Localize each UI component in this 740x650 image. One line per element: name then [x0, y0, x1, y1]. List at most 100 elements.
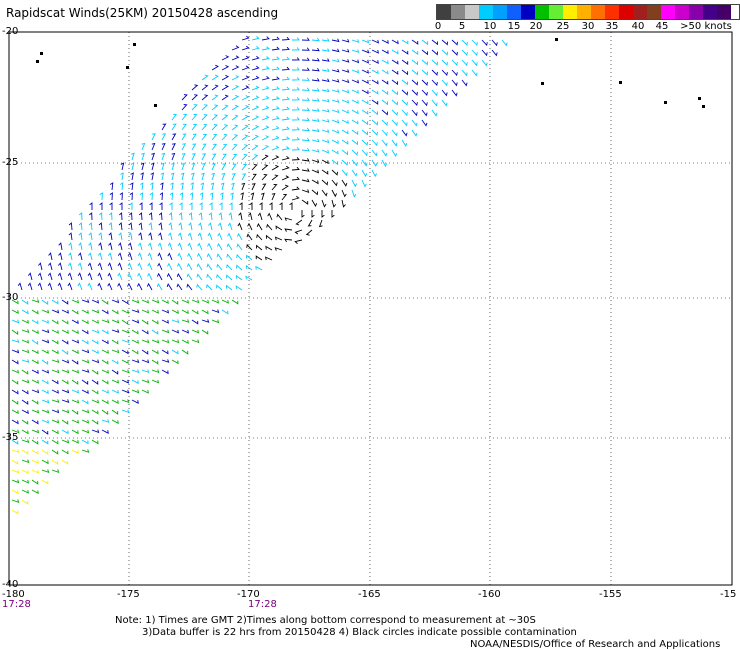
wind-barb [271, 76, 280, 81]
wind-barb [284, 238, 293, 243]
wind-barb [251, 154, 259, 161]
wind-barb [361, 119, 369, 126]
wind-barb [291, 67, 300, 71]
wind-barb [321, 159, 329, 165]
wind-barb [101, 349, 109, 354]
wind-barb [461, 39, 468, 46]
legend-swatch [591, 5, 605, 19]
wind-barb [179, 202, 183, 210]
wind-barb [231, 65, 240, 71]
wind-barb [221, 104, 229, 111]
wind-barb [271, 125, 280, 131]
wind-barb [351, 119, 359, 125]
wind-barb [321, 78, 330, 83]
wind-barb [78, 222, 83, 231]
wind-barb [311, 108, 320, 112]
wind-barb [231, 104, 239, 111]
wind-barb [361, 159, 368, 167]
wind-barb [221, 65, 230, 71]
wind-barb [371, 109, 379, 116]
wind-barb [331, 38, 340, 43]
wind-barb [231, 182, 235, 191]
wind-barb [227, 222, 233, 231]
wind-barb [291, 176, 300, 181]
wind-barb [431, 99, 438, 107]
wind-barb [251, 134, 260, 141]
wind-barb [21, 299, 29, 305]
wind-barb [107, 282, 113, 291]
wind-barb [180, 172, 185, 181]
wind-barb [131, 339, 139, 344]
wind-barb [161, 299, 169, 304]
wind-barb [231, 75, 240, 81]
wind-barb [331, 99, 340, 103]
wind-barb [81, 449, 90, 453]
wind-barb [351, 69, 360, 74]
wind-barb [91, 319, 99, 324]
wind-barb [41, 399, 50, 404]
wind-barb [130, 162, 135, 171]
wind-barb [361, 89, 369, 95]
wind-barb [411, 49, 419, 55]
wind-barb [251, 105, 260, 111]
wind-barb [131, 152, 135, 161]
wind-barb [71, 329, 79, 335]
wind-barb [301, 97, 310, 101]
wind-barb [57, 282, 63, 291]
wind-barb [99, 192, 103, 201]
wind-barb [301, 87, 310, 91]
wind-barb [291, 97, 300, 101]
wind-barb [401, 49, 409, 55]
wind-barb [361, 59, 370, 64]
wind-barb [61, 359, 70, 364]
wind-barb [271, 192, 276, 201]
wind-barb [331, 78, 340, 83]
wind-barb [61, 439, 70, 444]
wind-barb [241, 95, 250, 101]
wind-barb [301, 210, 305, 218]
wind-barb [341, 159, 348, 166]
wind-barb [91, 299, 100, 304]
wind-barb [138, 232, 143, 241]
wind-barb [251, 55, 260, 61]
wind-barb [121, 309, 129, 314]
wind-barb [150, 172, 155, 181]
wind-barb [207, 242, 213, 251]
wind-barb [81, 329, 89, 335]
wind-barb [150, 182, 154, 191]
wind-barb [201, 133, 208, 141]
wind-barb [156, 283, 163, 291]
wind-barb [31, 449, 39, 455]
wind-barb [321, 129, 330, 133]
wind-barb [281, 116, 290, 121]
wind-barb [187, 232, 193, 241]
wind-barb [441, 99, 448, 107]
wind-barb [501, 39, 508, 47]
wind-barb [189, 192, 194, 201]
legend-swatch [633, 5, 647, 19]
wind-barb [391, 139, 398, 147]
wind-barb [191, 299, 200, 304]
wind-barb [171, 329, 180, 334]
wind-barb [381, 69, 389, 75]
legend-label: 45 [655, 21, 669, 32]
legend-label: 0 [434, 21, 442, 32]
wind-barb [311, 148, 320, 153]
wind-barb [351, 109, 359, 115]
wind-barb [321, 139, 330, 144]
wind-barb [131, 329, 139, 335]
wind-barb [169, 192, 174, 201]
wind-barb [81, 379, 89, 385]
wind-barb [201, 104, 209, 111]
wind-barb [161, 142, 166, 151]
wind-barb [81, 369, 90, 373]
wind-barb [381, 89, 389, 95]
lon-label: -160 [478, 589, 501, 600]
wind-barb [191, 319, 199, 325]
wind-barb [91, 419, 99, 425]
wind-barb [31, 299, 40, 303]
wind-barb [101, 359, 109, 365]
wind-barb [61, 329, 69, 334]
wind-barb [91, 379, 99, 385]
wind-barb [291, 77, 300, 81]
